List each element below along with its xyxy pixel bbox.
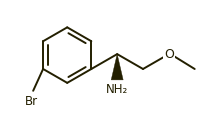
Text: Br: Br: [25, 95, 38, 108]
Polygon shape: [111, 54, 123, 80]
Text: NH₂: NH₂: [106, 83, 128, 96]
Text: O: O: [164, 48, 174, 61]
